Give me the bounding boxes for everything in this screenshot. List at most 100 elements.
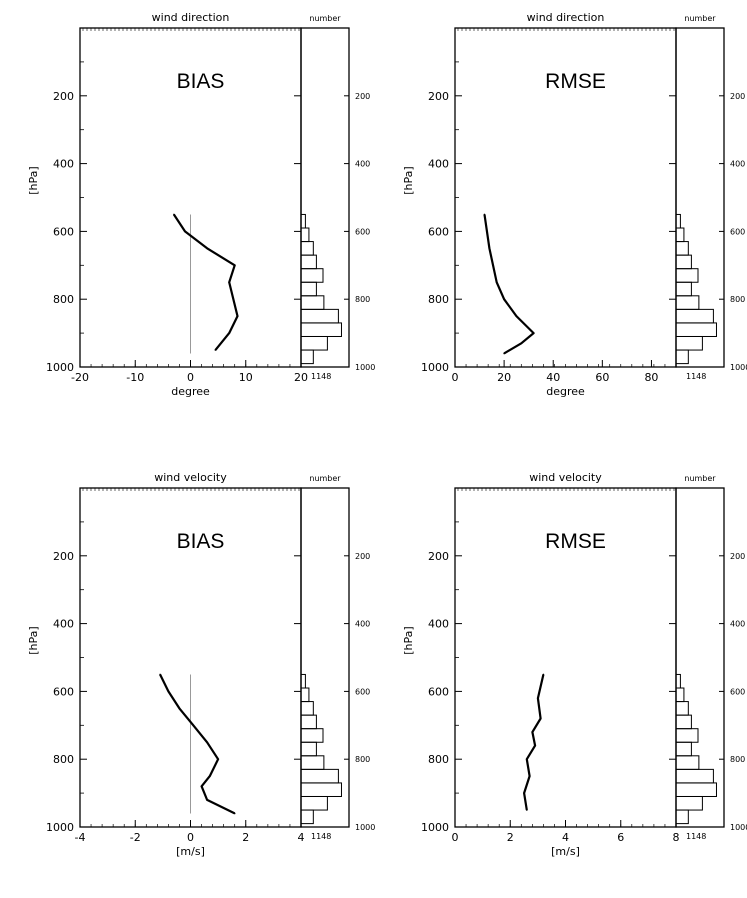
y-tick-label: 400 xyxy=(53,158,74,171)
histogram-bar xyxy=(675,308,714,324)
hist-y-tick-label: 1000 xyxy=(730,823,747,832)
data-point xyxy=(173,213,175,216)
histogram-frame xyxy=(675,487,725,828)
x-tick-label: 60 xyxy=(595,371,609,384)
histogram-bar xyxy=(675,809,689,825)
y-tick-label: 200 xyxy=(428,550,449,563)
y-axis-label: [hPa] xyxy=(402,166,415,194)
data-point xyxy=(236,315,239,317)
histogram-bar xyxy=(675,213,681,229)
histogram-bar xyxy=(675,728,699,743)
histogram-bar xyxy=(300,755,325,770)
y-tick-label: 400 xyxy=(428,618,449,631)
histogram-bar xyxy=(300,809,314,825)
y-tick-label: 800 xyxy=(428,753,449,766)
series-line xyxy=(522,674,545,811)
hist-y-tick-label: 400 xyxy=(730,160,745,169)
histogram-bar xyxy=(300,213,306,229)
y-tick-label: 600 xyxy=(53,685,74,698)
data-point xyxy=(488,247,491,250)
y-axis-label: [hPa] xyxy=(27,166,40,194)
y-axis-label: [hPa] xyxy=(27,626,40,654)
data-point xyxy=(495,281,498,284)
hist-y-tick-label: 200 xyxy=(730,92,745,101)
hist-y-tick-label: 200 xyxy=(355,552,370,561)
histogram-bar xyxy=(675,755,700,770)
histogram-bar xyxy=(300,268,324,283)
histogram-bar xyxy=(300,308,339,324)
y-tick-label: 600 xyxy=(428,225,449,238)
y-axis-label: [hPa] xyxy=(402,626,415,654)
data-point xyxy=(515,315,518,317)
histogram-bar xyxy=(300,335,328,351)
data-point xyxy=(228,281,230,284)
x-tick-label: 40 xyxy=(546,371,560,384)
chart-panel-bottom-left: wind velocity number BIAS 200 200 400 400 600 60… xyxy=(27,471,375,858)
x-tick-label: 0 xyxy=(452,831,459,844)
y-tick-label: 1000 xyxy=(421,821,449,834)
y-tick-label: 400 xyxy=(428,158,449,171)
x-tick-label: -2 xyxy=(130,831,141,844)
hist-y-tick-label: 400 xyxy=(355,160,370,169)
histogram-bar xyxy=(675,349,689,365)
data-point xyxy=(534,744,536,747)
histogram-bar xyxy=(675,281,692,297)
histogram-bar xyxy=(300,673,306,689)
stat-label: RMSE xyxy=(545,530,606,553)
hist-y-tick-label: 800 xyxy=(355,755,370,764)
data-point xyxy=(526,758,528,760)
hist-y-tick-label: 600 xyxy=(730,687,745,696)
data-point xyxy=(200,785,203,788)
histogram-bar xyxy=(675,295,700,310)
histogram-bar xyxy=(300,227,310,243)
histogram-bar xyxy=(300,782,342,797)
y-tick-label: 800 xyxy=(53,753,74,766)
data-point xyxy=(206,799,208,801)
x-tick-label: 8 xyxy=(673,831,680,844)
hist-y-tick-label: 800 xyxy=(730,295,745,304)
x-tick-label: -10 xyxy=(126,371,144,384)
histogram-bar xyxy=(675,673,681,689)
histogram-bar xyxy=(675,795,703,811)
panel-title: wind direction xyxy=(527,11,605,24)
histogram-max-label: 1148 xyxy=(311,372,331,381)
histogram-bar xyxy=(675,782,717,797)
hist-y-tick-label: 600 xyxy=(355,227,370,236)
histogram-bar xyxy=(675,335,703,351)
histogram-bar xyxy=(675,714,692,730)
x-axis-label: [m/s] xyxy=(551,845,580,858)
series-line xyxy=(483,214,535,355)
data-point xyxy=(483,213,486,216)
data-point xyxy=(542,673,545,676)
x-tick-label: 0 xyxy=(187,831,194,844)
y-tick-label: 200 xyxy=(53,550,74,563)
series-line xyxy=(172,213,239,351)
data-point xyxy=(159,673,161,676)
histogram-title: number xyxy=(684,474,716,483)
x-tick-label: -4 xyxy=(75,831,86,844)
histogram-title: number xyxy=(309,14,341,23)
panel-title: wind velocity xyxy=(154,471,227,484)
x-tick-label: -20 xyxy=(71,371,89,384)
histogram-bar xyxy=(300,241,314,256)
y-tick-label: 200 xyxy=(428,90,449,103)
x-tick-label: 80 xyxy=(644,371,658,384)
hist-y-tick-label: 1000 xyxy=(730,363,747,372)
hist-y-tick-label: 1000 xyxy=(355,363,375,372)
hist-y-tick-label: 600 xyxy=(730,227,745,236)
x-axis-label: [m/s] xyxy=(176,845,205,858)
hist-y-tick-label: 200 xyxy=(355,92,370,101)
histogram-bar xyxy=(300,687,310,703)
x-axis-label: degree xyxy=(546,385,585,398)
histogram-bar xyxy=(675,701,689,716)
data-point xyxy=(206,247,208,250)
histogram-frame xyxy=(675,27,725,368)
hist-y-tick-label: 800 xyxy=(355,295,370,304)
histogram-frame xyxy=(300,27,350,368)
histogram-bar xyxy=(675,768,714,784)
x-tick-label: 20 xyxy=(497,371,511,384)
histogram-bar xyxy=(300,741,317,757)
data-point xyxy=(214,349,217,351)
